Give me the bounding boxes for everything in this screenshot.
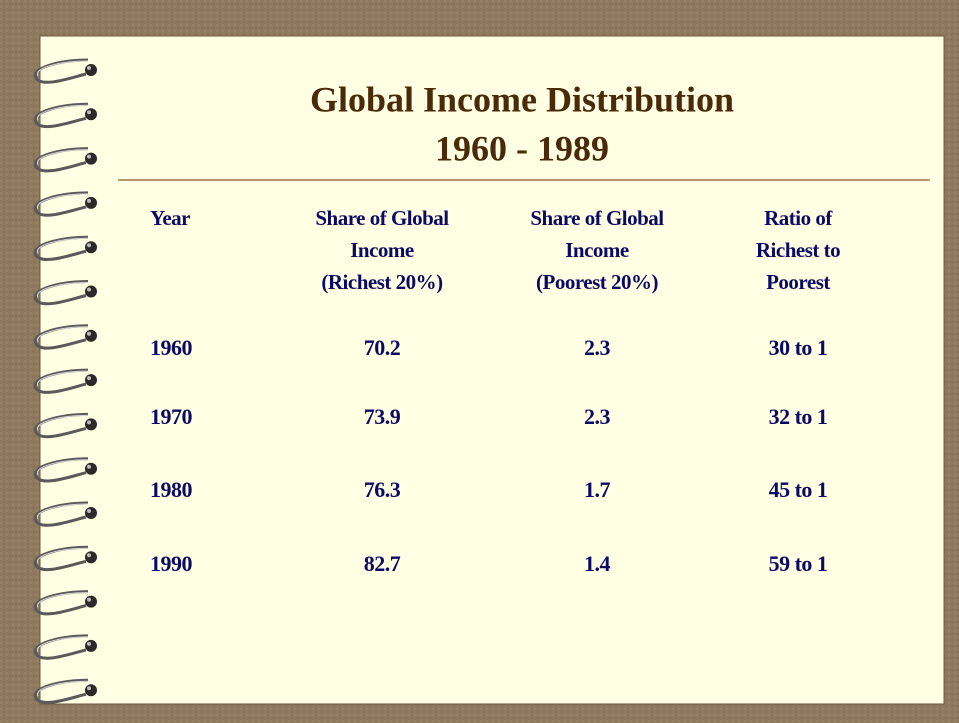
ring-hole [85,197,97,209]
table-cell: 2.3 [584,404,611,429]
ring-hole-shine [87,509,91,513]
column-header: Ratio of [764,206,833,230]
ring-hole [85,330,97,342]
column-header: Income [565,238,629,262]
table-cell: 32 to 1 [769,404,828,429]
table-cell: 59 to 1 [769,551,828,576]
ring-hole-shine [87,553,91,557]
ring-hole [85,596,97,608]
page: {"header": {"title": "Global Income Dist… [0,0,959,723]
table-cell: 2.3 [584,335,611,360]
column-header: Richest to [756,238,840,262]
ring-hole [85,64,97,76]
column-header: Income [350,238,414,262]
ring-hole [85,507,97,519]
column-header: (Richest 20%) [321,270,443,294]
table-cell: 73.9 [364,404,401,429]
ring-hole-shine [87,598,91,602]
ring-hole [85,640,97,652]
ring-hole [85,463,97,475]
ring-hole-shine [87,332,91,336]
ring-hole-shine [87,243,91,247]
table-cell: 70.2 [364,335,401,360]
ring-hole [85,153,97,165]
ring-hole-shine [87,642,91,646]
row-year: 1960 [150,335,193,360]
ring-hole [85,551,97,563]
column-header: Share of Global [530,206,664,230]
ring-hole-shine [87,420,91,424]
ring-hole-shine [87,376,91,380]
table-cell: 82.7 [364,551,401,576]
ring-hole-shine [87,288,91,292]
ring-hole [85,684,97,696]
slide: Global Income Distribution 1960 - 1989 Y… [0,0,959,723]
ring-hole [85,241,97,253]
ring-hole-shine [87,155,91,159]
ring-hole-shine [87,199,91,203]
ring-hole [85,108,97,120]
ring-hole-shine [87,465,91,469]
column-header: Year [150,206,190,230]
ring-hole-shine [87,66,91,70]
ring-hole-shine [87,110,91,114]
column-header: Poorest [766,270,830,294]
row-year: 1980 [150,477,193,502]
table-cell: 76.3 [364,477,401,502]
table-cell: 45 to 1 [769,477,828,502]
ring-hole [85,286,97,298]
ring-hole [85,418,97,430]
table-cell: 30 to 1 [769,335,828,360]
row-year: 1990 [150,551,193,576]
table-cell: 1.4 [584,551,611,576]
subtitle: 1960 - 1989 [435,128,609,168]
row-year: 1970 [150,404,193,429]
column-header: Share of Global [315,206,449,230]
column-header: (Poorest 20%) [536,270,658,294]
ring-hole-shine [87,686,91,690]
title: Global Income Distribution [310,79,734,119]
table-cell: 1.7 [584,477,611,502]
ring-hole [85,374,97,386]
